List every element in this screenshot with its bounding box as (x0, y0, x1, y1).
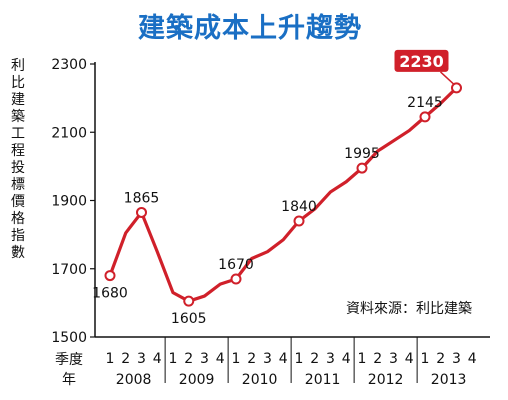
y-tick-label: 2300 (51, 57, 87, 73)
data-point-marker (451, 82, 462, 94)
x-quarter-label: 2 (310, 351, 319, 367)
y-tick-label: 2100 (51, 125, 87, 141)
x-quarter-label: 4 (405, 351, 414, 367)
x-year-label: 2010 (242, 372, 278, 388)
x-year-label: 2008 (116, 372, 152, 388)
x-quarter-label: 2 (436, 351, 445, 367)
source-note: 資料來源：利比建築 (346, 301, 472, 317)
data-label: 2145 (407, 95, 443, 111)
highlight-leader (439, 71, 455, 85)
x-quarter-label: 3 (200, 351, 209, 367)
x-quarter-label: 1 (295, 351, 304, 367)
x-header-year: 年 (62, 372, 76, 388)
x-year-label: 2009 (179, 372, 215, 388)
x-year-label: 2012 (368, 372, 404, 388)
data-point-marker (104, 270, 116, 282)
data-point-marker (419, 111, 431, 123)
x-quarter-label: 3 (326, 351, 335, 367)
y-tick-label: 1900 (51, 194, 87, 210)
x-header-quarter: 季度 (55, 352, 83, 368)
y-tick-label: 1500 (51, 330, 87, 346)
x-quarter-label: 4 (153, 351, 162, 367)
data-point-marker (356, 162, 368, 174)
y-axis-label: 利比建築工程投標價格指數 (11, 58, 25, 261)
chart-title: 建築成本上升趨勢 (138, 13, 362, 44)
data-point-marker (230, 273, 242, 285)
data-label: 1680 (92, 286, 128, 302)
data-point-marker (183, 295, 195, 307)
data-label: 1865 (124, 190, 160, 206)
data-label-highlight: 2230 (399, 52, 444, 71)
x-quarter-label: 2 (247, 351, 256, 367)
data-label: 1670 (218, 257, 254, 273)
x-quarter-label: 2 (373, 351, 382, 367)
x-quarter-label: 3 (452, 351, 461, 367)
x-quarter-label: 3 (263, 351, 272, 367)
x-quarter-label: 4 (279, 351, 288, 367)
x-quarter-label: 4 (468, 351, 477, 367)
data-label: 1840 (281, 199, 317, 215)
x-quarter-label: 2 (121, 351, 130, 367)
data-label: 1995 (344, 146, 380, 162)
highlight-box (394, 49, 449, 72)
data-point-marker (293, 215, 305, 227)
series-line (108, 86, 459, 303)
x-quarter-label: 4 (342, 351, 351, 367)
x-quarter-label: 2 (184, 351, 193, 367)
data-point-marker (136, 206, 147, 218)
x-quarter-label: 3 (389, 351, 398, 367)
x-quarter-label: 1 (358, 351, 367, 367)
x-quarter-label: 1 (232, 351, 241, 367)
x-year-label: 2013 (431, 372, 467, 388)
y-tick-label: 1700 (51, 262, 87, 278)
data-label: 1605 (171, 311, 207, 327)
x-quarter-label: 4 (216, 351, 225, 367)
x-year-label: 2011 (305, 372, 341, 388)
x-quarter-label: 3 (137, 351, 146, 367)
x-quarter-label: 1 (106, 351, 115, 367)
x-quarter-label: 1 (169, 351, 178, 367)
x-quarter-label: 1 (421, 351, 430, 367)
